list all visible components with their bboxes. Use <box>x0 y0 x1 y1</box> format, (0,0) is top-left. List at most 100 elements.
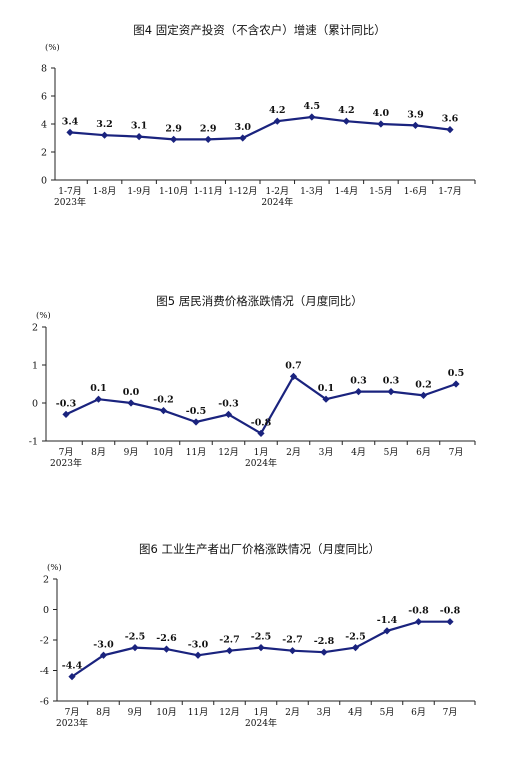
data-point <box>99 651 108 659</box>
x-tick-label: 1月 <box>254 447 269 458</box>
data-point <box>257 429 265 437</box>
data-label: -0.2 <box>153 395 173 406</box>
data-label: 4.0 <box>373 108 390 119</box>
data-point <box>100 131 109 139</box>
x-tick-label: 5月 <box>384 447 399 458</box>
x-tick-label: 4月 <box>348 707 363 718</box>
x-tick-label: 2月 <box>286 447 301 458</box>
x-tick-label: 1-9月 <box>127 186 151 197</box>
data-point <box>414 618 423 626</box>
data-point <box>383 627 391 635</box>
data-label: 4.5 <box>304 101 321 112</box>
data-point <box>354 388 363 396</box>
data-point <box>162 645 171 653</box>
data-label: -0.5 <box>186 406 206 417</box>
data-label: -2.7 <box>219 635 239 646</box>
data-point <box>342 117 350 125</box>
x-tick-label: 4月 <box>351 447 366 458</box>
data-point <box>289 372 298 380</box>
data-point <box>225 647 234 655</box>
data-point <box>419 391 428 399</box>
x-tick-label: 2月 <box>285 707 300 718</box>
data-point <box>387 388 395 396</box>
y-tick-label: 8 <box>41 64 47 75</box>
y-axis-unit: (%) <box>47 562 62 573</box>
x-tick-label: 7月 <box>59 447 74 458</box>
y-tick-label: 0 <box>43 605 49 616</box>
data-label: -2.7 <box>282 635 302 646</box>
y-tick-label: 2 <box>43 575 49 586</box>
data-label: -2.5 <box>345 632 365 643</box>
x-tick-label: 9月 <box>124 447 139 458</box>
chart-title: 图6 工业生产者出厂价格涨跌情况（月度同比） <box>139 542 380 556</box>
x-tick-label: 7月 <box>65 707 80 718</box>
data-label: -2.6 <box>156 633 177 644</box>
data-point <box>135 133 143 141</box>
x-tick-label: 10月 <box>153 447 173 458</box>
y-tick-label: 0 <box>41 176 47 187</box>
data-label: 2.9 <box>165 123 182 134</box>
y-tick-label: 4 <box>41 120 47 131</box>
data-label: 3.1 <box>131 121 148 132</box>
data-label: 3.4 <box>62 116 79 127</box>
y-tick-label: -4 <box>40 666 49 677</box>
data-point <box>192 418 200 426</box>
data-point <box>94 395 103 403</box>
x-tick-label: 1-2月 <box>266 186 290 197</box>
data-label: -4.4 <box>62 661 83 672</box>
x-tick-label: 1-6月 <box>404 186 428 197</box>
data-point <box>170 135 178 143</box>
y-axis-unit: (%) <box>45 42 60 53</box>
data-point <box>194 651 202 659</box>
x-tick-label: 1-5月 <box>369 186 393 197</box>
y-axis-unit: (%) <box>36 310 51 321</box>
data-point <box>446 126 454 134</box>
y-tick-label: 6 <box>41 92 47 103</box>
data-label: -0.3 <box>218 398 238 409</box>
y-tick-label: 0 <box>32 399 38 410</box>
data-label: -0.8 <box>251 417 272 428</box>
chart-title: 图5 居民消费价格涨跌情况（月度同比） <box>156 294 363 308</box>
data-point <box>257 644 265 652</box>
data-point <box>239 134 247 142</box>
x-tick-label: 3月 <box>317 707 332 718</box>
data-point <box>288 647 297 655</box>
data-point <box>68 673 76 681</box>
x-tick-label: 8月 <box>91 447 106 458</box>
chart-title: 图4 固定资产投资（不含农户）增速（累计同比） <box>133 23 386 37</box>
data-point <box>322 395 330 403</box>
y-tick-label: 2 <box>41 148 47 159</box>
data-point <box>377 120 385 128</box>
year-label: 2023年 <box>54 196 86 208</box>
data-label: 0.5 <box>448 368 465 379</box>
x-tick-label: 10月 <box>156 707 176 718</box>
x-tick-label: 6月 <box>416 447 431 458</box>
data-label: 4.2 <box>269 105 286 116</box>
x-tick-label: 7月 <box>449 447 464 458</box>
data-point <box>308 113 316 121</box>
year-label: 2024年 <box>245 457 277 469</box>
x-tick-label: 1-10月 <box>159 186 188 197</box>
data-label: -2.5 <box>125 632 145 643</box>
x-tick-label: 1-8月 <box>93 186 117 197</box>
data-label: 0.1 <box>318 383 335 394</box>
year-label: 2024年 <box>245 717 277 729</box>
data-label: 0.3 <box>383 376 400 387</box>
x-tick-label: 1-3月 <box>300 186 324 197</box>
y-tick-label: 1 <box>32 361 38 372</box>
data-label: 3.6 <box>442 114 459 125</box>
data-label: -0.8 <box>408 606 429 617</box>
x-tick-label: 11月 <box>186 447 206 458</box>
year-label: 2023年 <box>56 717 88 729</box>
data-label: 3.0 <box>234 122 251 133</box>
data-point <box>62 410 70 418</box>
x-tick-label: 12月 <box>219 707 239 718</box>
y-tick-label: -6 <box>40 697 49 708</box>
data-label: -2.8 <box>314 636 335 647</box>
data-label: 0.2 <box>415 379 432 390</box>
x-tick-label: 9月 <box>128 707 143 718</box>
data-label: 3.2 <box>96 119 113 130</box>
data-label: 0.7 <box>285 360 302 371</box>
